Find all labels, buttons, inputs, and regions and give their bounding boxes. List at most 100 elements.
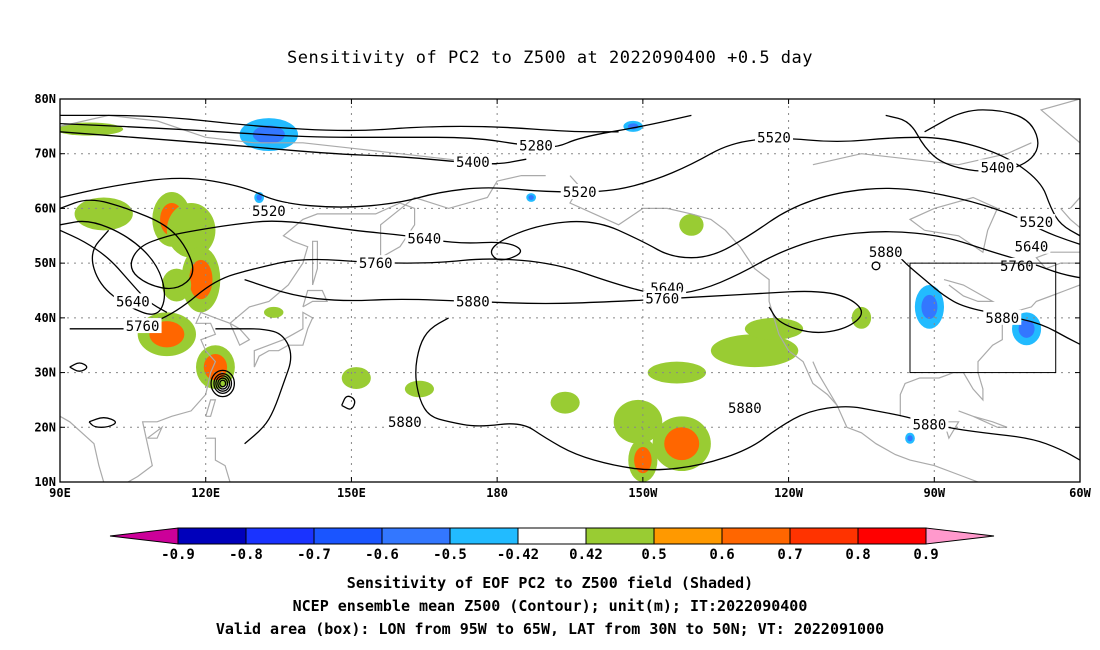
- lat-tick-label: 40N: [34, 311, 56, 325]
- negative-sensitivity-core: [528, 195, 534, 200]
- contour-5760: [69, 231, 1080, 330]
- contour-label-bg: [725, 400, 764, 416]
- positive-sensitivity-region: [613, 399, 663, 444]
- contour-label-bg: [123, 318, 162, 334]
- lon-tick-label: 180: [486, 486, 508, 500]
- typhoon-contour-0: [219, 379, 227, 388]
- typhoon-contour-4: [210, 369, 236, 398]
- positive-sensitivity-region: [162, 268, 192, 302]
- contour-closed-rockies: [871, 261, 881, 271]
- contour-5880-west: [215, 328, 292, 445]
- colorbar-label: 0.7: [777, 547, 802, 563]
- lon-tick-label: 120E: [191, 486, 220, 500]
- colorbar-segment: [653, 527, 723, 545]
- contour-5160: [60, 114, 619, 133]
- contour-label: 5640: [116, 294, 150, 310]
- negative-sensitivity-core: [921, 294, 938, 319]
- contour-label: 5880: [388, 415, 422, 431]
- contour-label-bg: [453, 293, 492, 309]
- colorbar-label: 0.8: [845, 547, 870, 563]
- negative-sensitivity-core: [907, 435, 913, 442]
- contour-5520: [60, 136, 1080, 237]
- positive-sensitivity-core: [664, 427, 700, 461]
- positive-sensitivity-core: [189, 259, 213, 300]
- contour-label: 5520: [252, 204, 286, 220]
- contour-label-bg: [453, 153, 492, 169]
- contour-label: 5880: [913, 418, 947, 434]
- coast-cuba: [958, 410, 1008, 428]
- colorbar-segment: [789, 527, 859, 545]
- coast-hainan: [147, 425, 164, 439]
- colorbar-segment: [313, 527, 383, 545]
- contour-closed-small: [88, 417, 117, 428]
- contour-label-bg: [643, 290, 682, 306]
- caption-valid-area: Valid area (box): LON from 95W to 65W, L…: [215, 620, 885, 638]
- contour-label: 5880: [985, 311, 1019, 327]
- plot-title: Sensitivity of PC2 to Z500 at 2022090400…: [286, 48, 813, 68]
- lat-tick-label: 20N: [34, 420, 56, 434]
- colorbar-label: -0.42: [497, 547, 539, 563]
- positive-sensitivity-region: [710, 334, 799, 368]
- coast-arctic-canada: [812, 142, 1032, 166]
- lat-tick-label: 30N: [34, 366, 56, 380]
- positive-sensitivity-region: [851, 306, 872, 329]
- lat-tick-label: 50N: [34, 256, 56, 270]
- valid-area-box: [909, 262, 1057, 374]
- contour-label-bg: [983, 309, 1022, 325]
- plot-frame: [59, 98, 1081, 483]
- lon-tick-label: 90W: [923, 486, 945, 500]
- coast-great-lakes: [943, 279, 995, 302]
- z500-contours: [60, 109, 1080, 471]
- contour-label: 5880: [456, 294, 490, 310]
- colorbar-label: 0.42: [569, 547, 603, 563]
- contour-label: 5760: [359, 256, 393, 272]
- lon-tick-label: 150E: [337, 486, 366, 500]
- contour-label-bg: [560, 184, 599, 200]
- contour-label: 5520: [1019, 215, 1053, 231]
- contour-label-bg: [755, 129, 793, 145]
- colorbar-segment: [449, 527, 519, 545]
- contour-label: 5880: [728, 401, 762, 417]
- contour-label-bg: [249, 203, 288, 219]
- positive-sensitivity-region: [550, 391, 580, 414]
- contour-label-bg: [1012, 238, 1051, 254]
- positive-sensitivity-region: [404, 380, 434, 398]
- coast-philippines: [205, 437, 231, 482]
- contour-label: 5640: [1015, 240, 1049, 256]
- contour-closed-pacific: [341, 395, 356, 410]
- positive-sensitivity-region: [679, 213, 704, 236]
- negative-sensitivity-core: [1018, 319, 1035, 338]
- contour-label: 5760: [1000, 259, 1034, 275]
- colorbar-segment: [857, 527, 927, 545]
- contour-label: 5520: [563, 185, 597, 201]
- lat-tick-label: 60N: [34, 201, 56, 215]
- contour-label-bg: [866, 244, 905, 260]
- colorbar-label: -0.8: [229, 547, 263, 563]
- contour-5640-low: [60, 220, 166, 315]
- contour-label: 5760: [645, 292, 679, 308]
- contour-label: 5280: [519, 139, 553, 155]
- contour-5280-west: [60, 114, 692, 148]
- contour-label-bg: [385, 413, 424, 429]
- coast-hudson-bay: [908, 196, 999, 254]
- lon-tick-label: 120W: [774, 486, 804, 500]
- contour-label-bg: [356, 255, 395, 271]
- colorbar-segment: [585, 527, 655, 545]
- colorbar-label: 0.9: [913, 547, 938, 563]
- contour-5640: [60, 187, 1080, 290]
- contour-labels: 5280 5400 5520 5520 5400 5520 5640 5760 5880 5640…: [113, 129, 1056, 434]
- positive-sensitivity-core: [634, 446, 652, 474]
- colorbar-label: -0.6: [365, 547, 399, 563]
- contour-label-bg: [910, 416, 949, 432]
- colorbar-segment: [517, 527, 587, 545]
- colorbar-segment: [381, 527, 451, 545]
- coast-siberia-arctic: [60, 114, 498, 166]
- coast-sakhalin: [312, 240, 318, 286]
- colorbar-segment: [721, 527, 791, 545]
- contour-label: 5640: [407, 232, 441, 248]
- lat-tick-label: 10N: [34, 475, 56, 489]
- positive-sensitivity-region: [341, 367, 371, 389]
- colorbar-segment: [245, 527, 315, 545]
- lat-tick-label: 80N: [34, 92, 56, 106]
